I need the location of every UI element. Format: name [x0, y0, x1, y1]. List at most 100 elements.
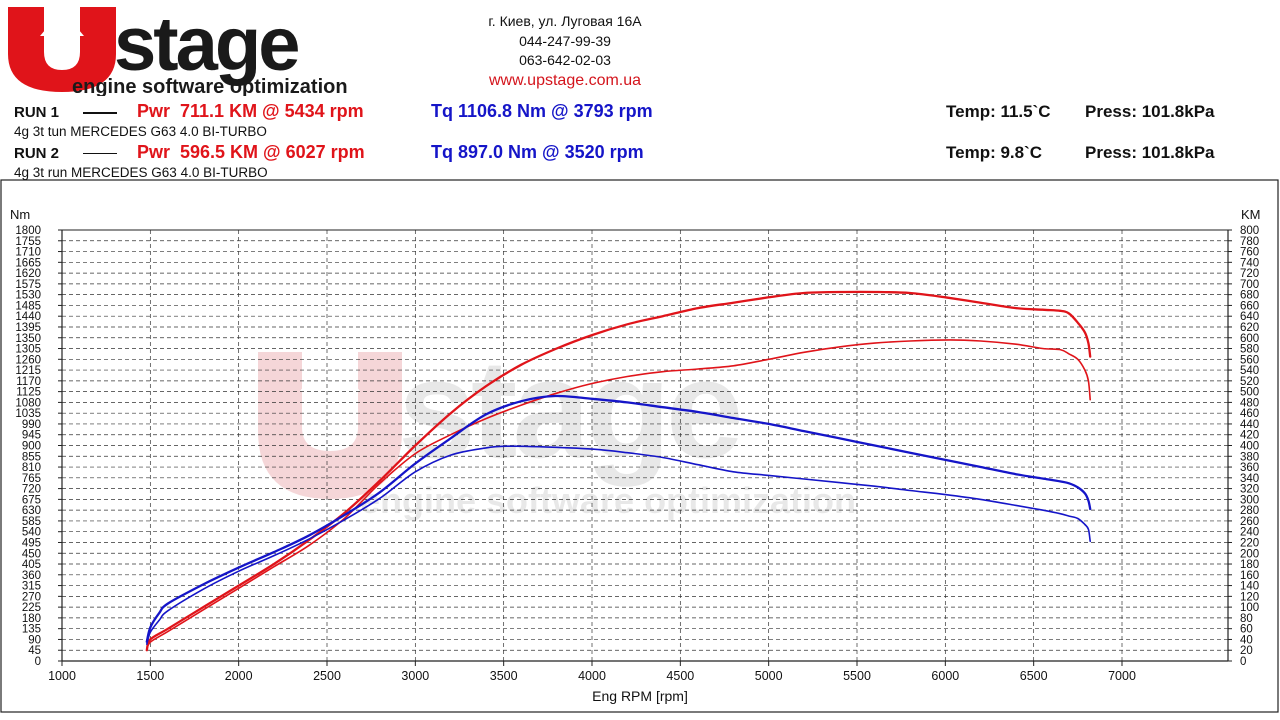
y-right-tick-label: 400: [1240, 441, 1259, 453]
run-2-torque: Tq 897.0 Nm @ 3520 rpm: [431, 142, 644, 162]
y-right-tick-label: 560: [1240, 354, 1259, 366]
y-left-tick-label: 90: [28, 634, 41, 646]
y-left-tick-label: 1350: [15, 333, 41, 345]
y-right-tick-label: 20: [1240, 645, 1253, 657]
y-right-tick-label: 380: [1240, 451, 1259, 463]
y-right-tick-label: 660: [1240, 300, 1259, 312]
y-left-tick-label: 630: [22, 505, 41, 517]
series-line-3: [145, 394, 1092, 643]
y-right-tick-label: 200: [1240, 548, 1259, 560]
run-1-description: 4g 3t tun MERCEDES G63 4.0 BI-TURBO: [14, 124, 267, 139]
y-right-tick-label: 300: [1240, 494, 1259, 506]
y-right-tick-label: 600: [1240, 333, 1259, 345]
watermark-u-shape: [258, 352, 402, 499]
run-2-power: Pwr 596.5 KM @ 6027 rpm: [137, 142, 365, 162]
y-left-tick-label: 1395: [15, 322, 41, 334]
y-right-tick-label: 60: [1240, 624, 1253, 636]
y-right-tick-label: 640: [1240, 311, 1259, 323]
y-left-tick-label: 1305: [15, 344, 41, 356]
y-right-tick-label: 160: [1240, 570, 1259, 582]
y-right-tick-label: 780: [1240, 236, 1259, 248]
y-right-tick-label: 80: [1240, 613, 1253, 625]
y-right-tick-label: 120: [1240, 591, 1259, 603]
x-axis-label: Eng RPM [rpm]: [592, 688, 688, 704]
y-left-tick-label: 1170: [16, 376, 41, 388]
phone-1: 044-247-99-39: [519, 32, 611, 49]
y-left-tick-label: 360: [22, 570, 41, 582]
y-left-tick-label: 225: [22, 602, 41, 614]
series-line-2: [146, 339, 1091, 651]
x-tick-label: 1500: [136, 669, 164, 683]
y-right-tick-label: 280: [1240, 505, 1259, 517]
run-1-info: RUN 1 Pwr 711.1 KM @ 5434 rpm Tq 1106.8 …: [0, 101, 1280, 142]
y-right-tick-label: 680: [1240, 290, 1259, 302]
y-left-tick-label: 1125: [16, 387, 41, 399]
y-left-tick-label: 1440: [15, 311, 41, 323]
series-line-4: [146, 445, 1091, 645]
x-tick-label: 4500: [666, 669, 694, 683]
website-link[interactable]: www.upstage.com.ua: [488, 71, 642, 89]
y-left-tick-label: 45: [28, 645, 41, 657]
y-right-tick-label: 620: [1240, 322, 1259, 334]
run-1-press: Press: 101.8kPa: [1085, 102, 1215, 121]
y-axis-right-label: KM: [1241, 207, 1261, 222]
run-1-label: RUN 1: [14, 104, 60, 121]
y-left-tick-label: 1800: [15, 225, 41, 237]
logo-tagline: engine software optimization: [72, 76, 348, 96]
y-right-tick-label: 420: [1240, 430, 1259, 442]
series-line-1: [145, 290, 1092, 652]
y-left-tick-label: 540: [22, 527, 41, 539]
x-tick-label: 5500: [843, 669, 871, 683]
y-left-tick-label: 990: [22, 419, 41, 431]
y-right-tick-label: 180: [1240, 559, 1259, 571]
y-right-tick-label: 100: [1240, 602, 1259, 614]
x-tick-label: 3000: [401, 669, 429, 683]
y-left-tick-label: 1035: [15, 408, 41, 420]
y-axis-left-label: Nm: [10, 207, 30, 222]
y-right-tick-label: 340: [1240, 473, 1259, 485]
logo-up-arrow: [40, 10, 84, 62]
logo-brand: stage: [114, 4, 298, 87]
y-right-tick-label: 520: [1240, 376, 1259, 388]
y-left-tick-label: 720: [22, 484, 41, 496]
y-right-tick-label: 440: [1240, 419, 1259, 431]
contact-block: г. Киев, ул. Луговая 16А 044-247-99-39 0…: [455, 12, 675, 90]
y-right-tick-label: 460: [1240, 408, 1259, 420]
y-right-tick-label: 260: [1240, 516, 1259, 528]
y-left-tick-label: 270: [22, 591, 41, 603]
x-tick-label: 7000: [1108, 669, 1136, 683]
dyno-chart: stage engine software optimization 0 045 2…: [0, 179, 1279, 713]
y-left-tick-label: 1710: [15, 247, 41, 259]
upstage-logo: stage engine software optimization: [8, 4, 348, 96]
phone-2: 063-642-02-03: [519, 52, 611, 68]
y-left-tick-label: 1215: [15, 365, 41, 377]
y-right-tick-label: 720: [1240, 268, 1259, 280]
y-right-tick-label: 140: [1240, 581, 1259, 593]
y-left-tick-label: 900: [22, 441, 41, 453]
y-left-tick-label: 945: [22, 430, 41, 442]
y-left-tick-label: 1575: [15, 279, 41, 291]
y-right-tick-label: 760: [1240, 247, 1259, 259]
chart-frame: [0, 179, 1279, 713]
y-right-tick-label: 0: [1240, 656, 1246, 668]
y-left-tick-label: 1620: [15, 268, 41, 280]
y-left-tick-label: 0: [35, 656, 41, 668]
y-right-tick-label: 360: [1240, 462, 1259, 474]
y-left-tick-label: 1665: [15, 257, 41, 269]
x-tick-label: 3500: [490, 669, 518, 683]
y-right-tick-label: 540: [1240, 365, 1259, 377]
run-1-legend-line: [83, 112, 117, 114]
run-2-info: RUN 2 Pwr 596.5 KM @ 6027 rpm Tq 897.0 N…: [0, 142, 1280, 183]
y-right-tick-label: 320: [1240, 484, 1259, 496]
y-left-tick-label: 810: [22, 462, 41, 474]
y-right-tick-label: 480: [1240, 397, 1259, 409]
y-right-tick-label: 40: [1240, 634, 1253, 646]
y-left-tick-label: 180: [22, 613, 41, 625]
run-1-torque: Tq 1106.8 Nm @ 3793 rpm: [431, 101, 653, 121]
run-2-temp: Temp: 9.8`C: [946, 143, 1043, 162]
y-left-tick-label: 1485: [15, 300, 41, 312]
y-left-tick-label: 675: [22, 494, 41, 506]
y-right-tick-label: 500: [1240, 387, 1259, 399]
x-tick-label: 2000: [225, 669, 253, 683]
y-right-tick-label: 580: [1240, 344, 1259, 356]
